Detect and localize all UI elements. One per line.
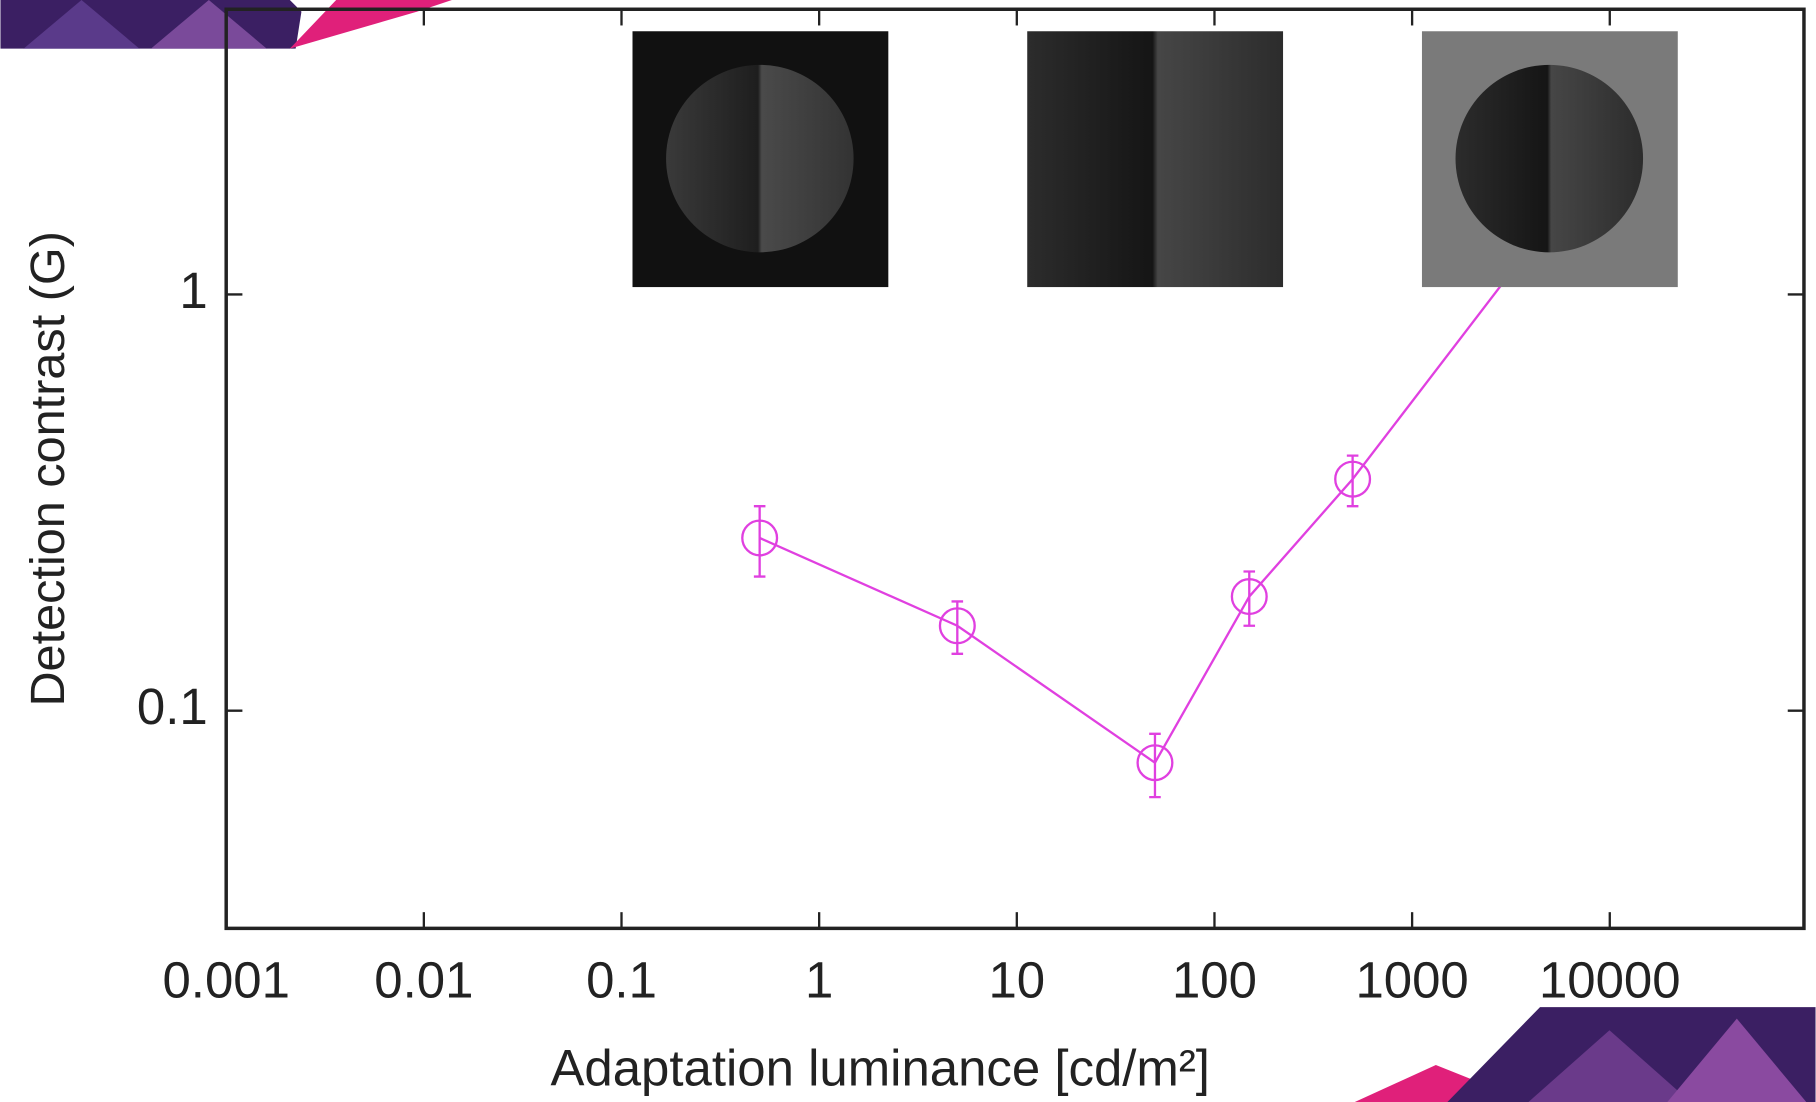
data-point	[741, 519, 779, 557]
data-point	[938, 607, 976, 645]
inset-disc	[1455, 64, 1644, 253]
y-tick-label: 0.1	[137, 678, 208, 735]
x-tick-label: 10000	[1539, 951, 1681, 1008]
y-axis-label: Detection contrast (G)	[21, 231, 75, 706]
x-tick-label: 10	[988, 951, 1045, 1008]
plot-frame	[224, 7, 1806, 931]
x-tick-label: 0.001	[162, 951, 289, 1008]
data-line	[759, 220, 1552, 765]
data-point	[1136, 744, 1174, 782]
inset-disc	[666, 64, 854, 253]
error-bar	[753, 505, 766, 578]
inset-image	[1027, 31, 1284, 288]
x-tick-label: 0.1	[586, 951, 657, 1008]
inset-images	[632, 31, 1678, 288]
x-tick-label: 1000	[1355, 951, 1468, 1008]
x-tick-label: 1	[805, 951, 833, 1008]
x-tick-label: 100	[1172, 951, 1257, 1008]
x-axis-label: Adaptation luminance [cd/m²]	[550, 1039, 1210, 1096]
plot-area: 0.001 0.01 0.1 1 10 100 1000 10000 0.1 1	[137, 7, 1806, 1008]
error-bar	[951, 600, 964, 655]
error-bar	[1149, 732, 1161, 799]
error-bar	[1243, 570, 1256, 627]
data-point	[1230, 578, 1268, 616]
data-point	[1334, 460, 1372, 498]
error-bar	[1346, 454, 1359, 508]
x-tick-label: 0.01	[374, 951, 473, 1008]
y-tick-label: 1	[179, 262, 207, 319]
